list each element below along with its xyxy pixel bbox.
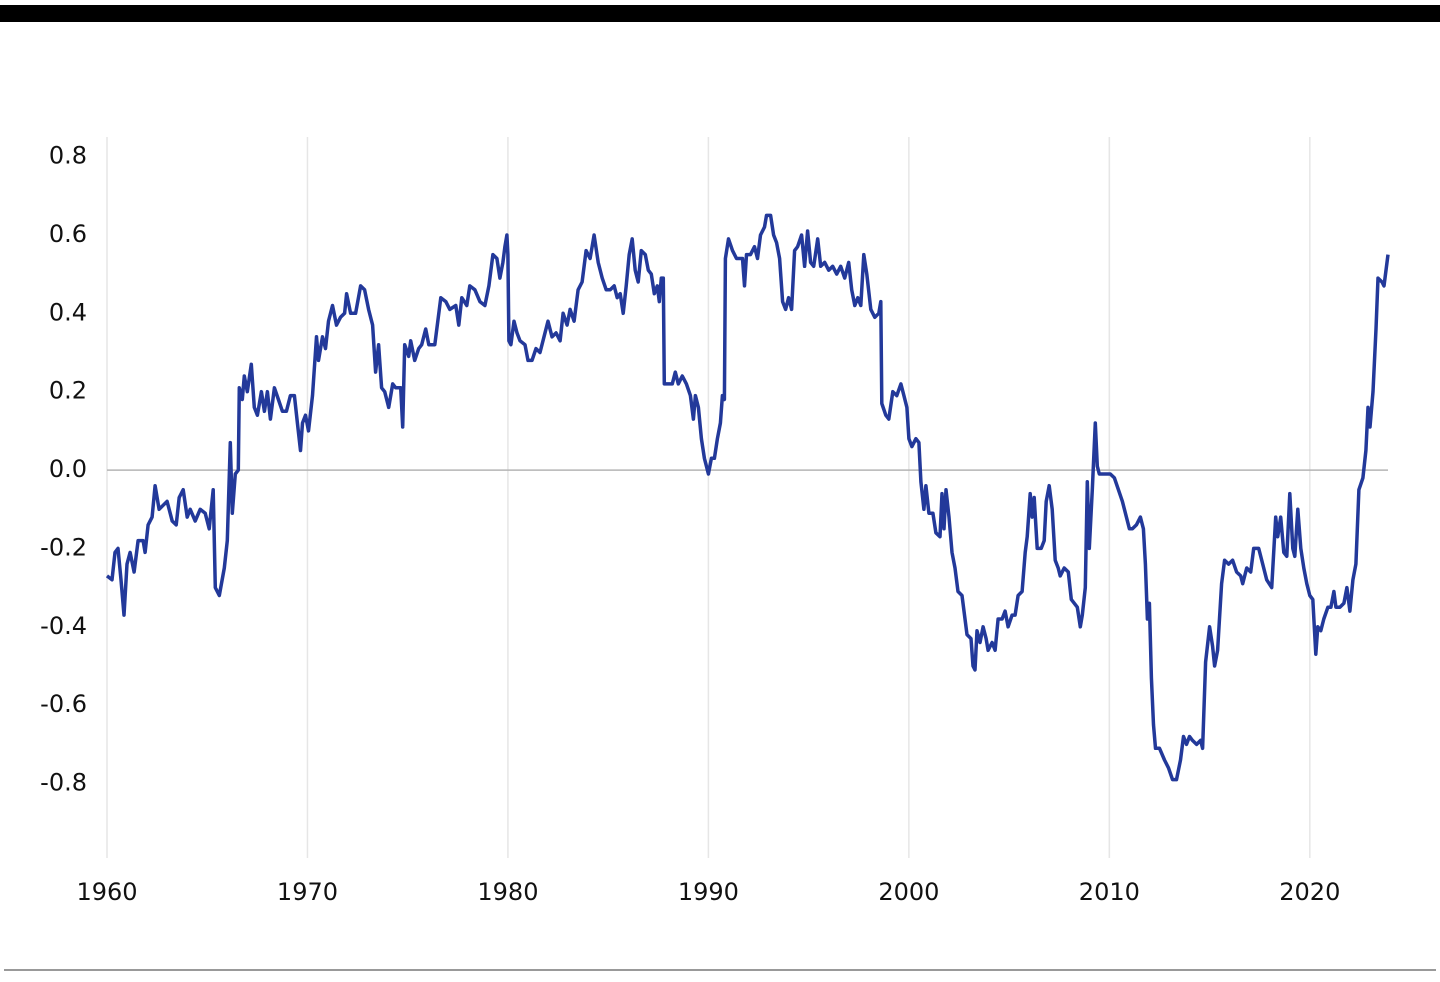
x-tick-label: 2020 [1279,878,1340,906]
data-line [105,213,1390,782]
x-tick-label: 2000 [878,878,939,906]
y-tick-label: 0.8 [49,142,87,170]
y-tick-label: 0.4 [49,298,87,326]
x-tick-label: 2010 [1079,878,1140,906]
y-tick-label: 0.2 [49,377,87,405]
y-tick-label: -0.8 [40,769,87,797]
y-tick-label: -0.2 [40,533,87,561]
x-tick-label: 1970 [277,878,338,906]
y-tick-label: 0.0 [49,455,87,483]
x-tick-label: 1960 [76,878,137,906]
y-tick-label: 0.6 [49,220,87,248]
top-bar [0,5,1440,22]
y-tick-label: -0.4 [40,612,87,640]
x-tick-label: 1990 [678,878,739,906]
x-tick-label: 1980 [477,878,538,906]
y-tick-label: -0.6 [40,690,87,718]
